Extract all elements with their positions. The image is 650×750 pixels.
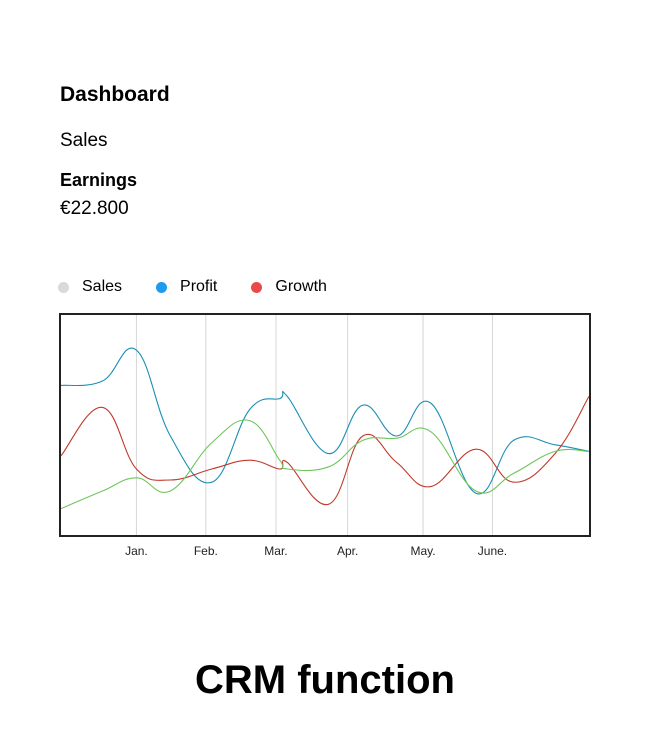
line-chart-svg: Jan. Feb. Mar. Apr. May. June. (59, 313, 591, 558)
chart-legend: Sales Profit Growth (58, 278, 361, 296)
footer-title: CRM function (195, 658, 455, 702)
legend-dot-growth (251, 281, 263, 293)
legend-item-growth[interactable]: Growth (251, 278, 327, 296)
legend-item-profit[interactable]: Profit (156, 278, 217, 296)
line-chart: Jan. Feb. Mar. Apr. May. June. (0, 300, 650, 570)
x-tick-label: Feb. (194, 544, 218, 558)
chart-grid (135, 315, 493, 535)
earnings-value: €22.800 (60, 198, 129, 219)
x-axis-ticks: Jan. Feb. Mar. Apr. May. June. (125, 544, 507, 558)
legend-label-sales: Sales (82, 278, 123, 295)
series-line-growth (60, 396, 590, 505)
section-label: Sales (60, 130, 108, 151)
plot-frame (59, 313, 591, 537)
x-tick-label: June. (478, 544, 507, 558)
x-tick-label: Apr. (337, 544, 358, 558)
x-tick-label: May. (410, 544, 435, 558)
legend-dot-sales (58, 281, 69, 293)
chart-series (60, 347, 590, 510)
legend-item-sales[interactable]: Sales (58, 278, 122, 296)
legend-label-profit: Profit (180, 278, 218, 295)
x-tick-label: Jan. (125, 544, 148, 558)
legend-label-growth: Growth (275, 278, 327, 295)
series-line-sales (60, 419, 590, 510)
page-title: Dashboard (60, 83, 170, 106)
legend-dot-profit (156, 281, 168, 293)
x-tick-label: Mar. (264, 544, 287, 558)
series-line-profit (60, 347, 590, 495)
earnings-label: Earnings (60, 170, 138, 190)
